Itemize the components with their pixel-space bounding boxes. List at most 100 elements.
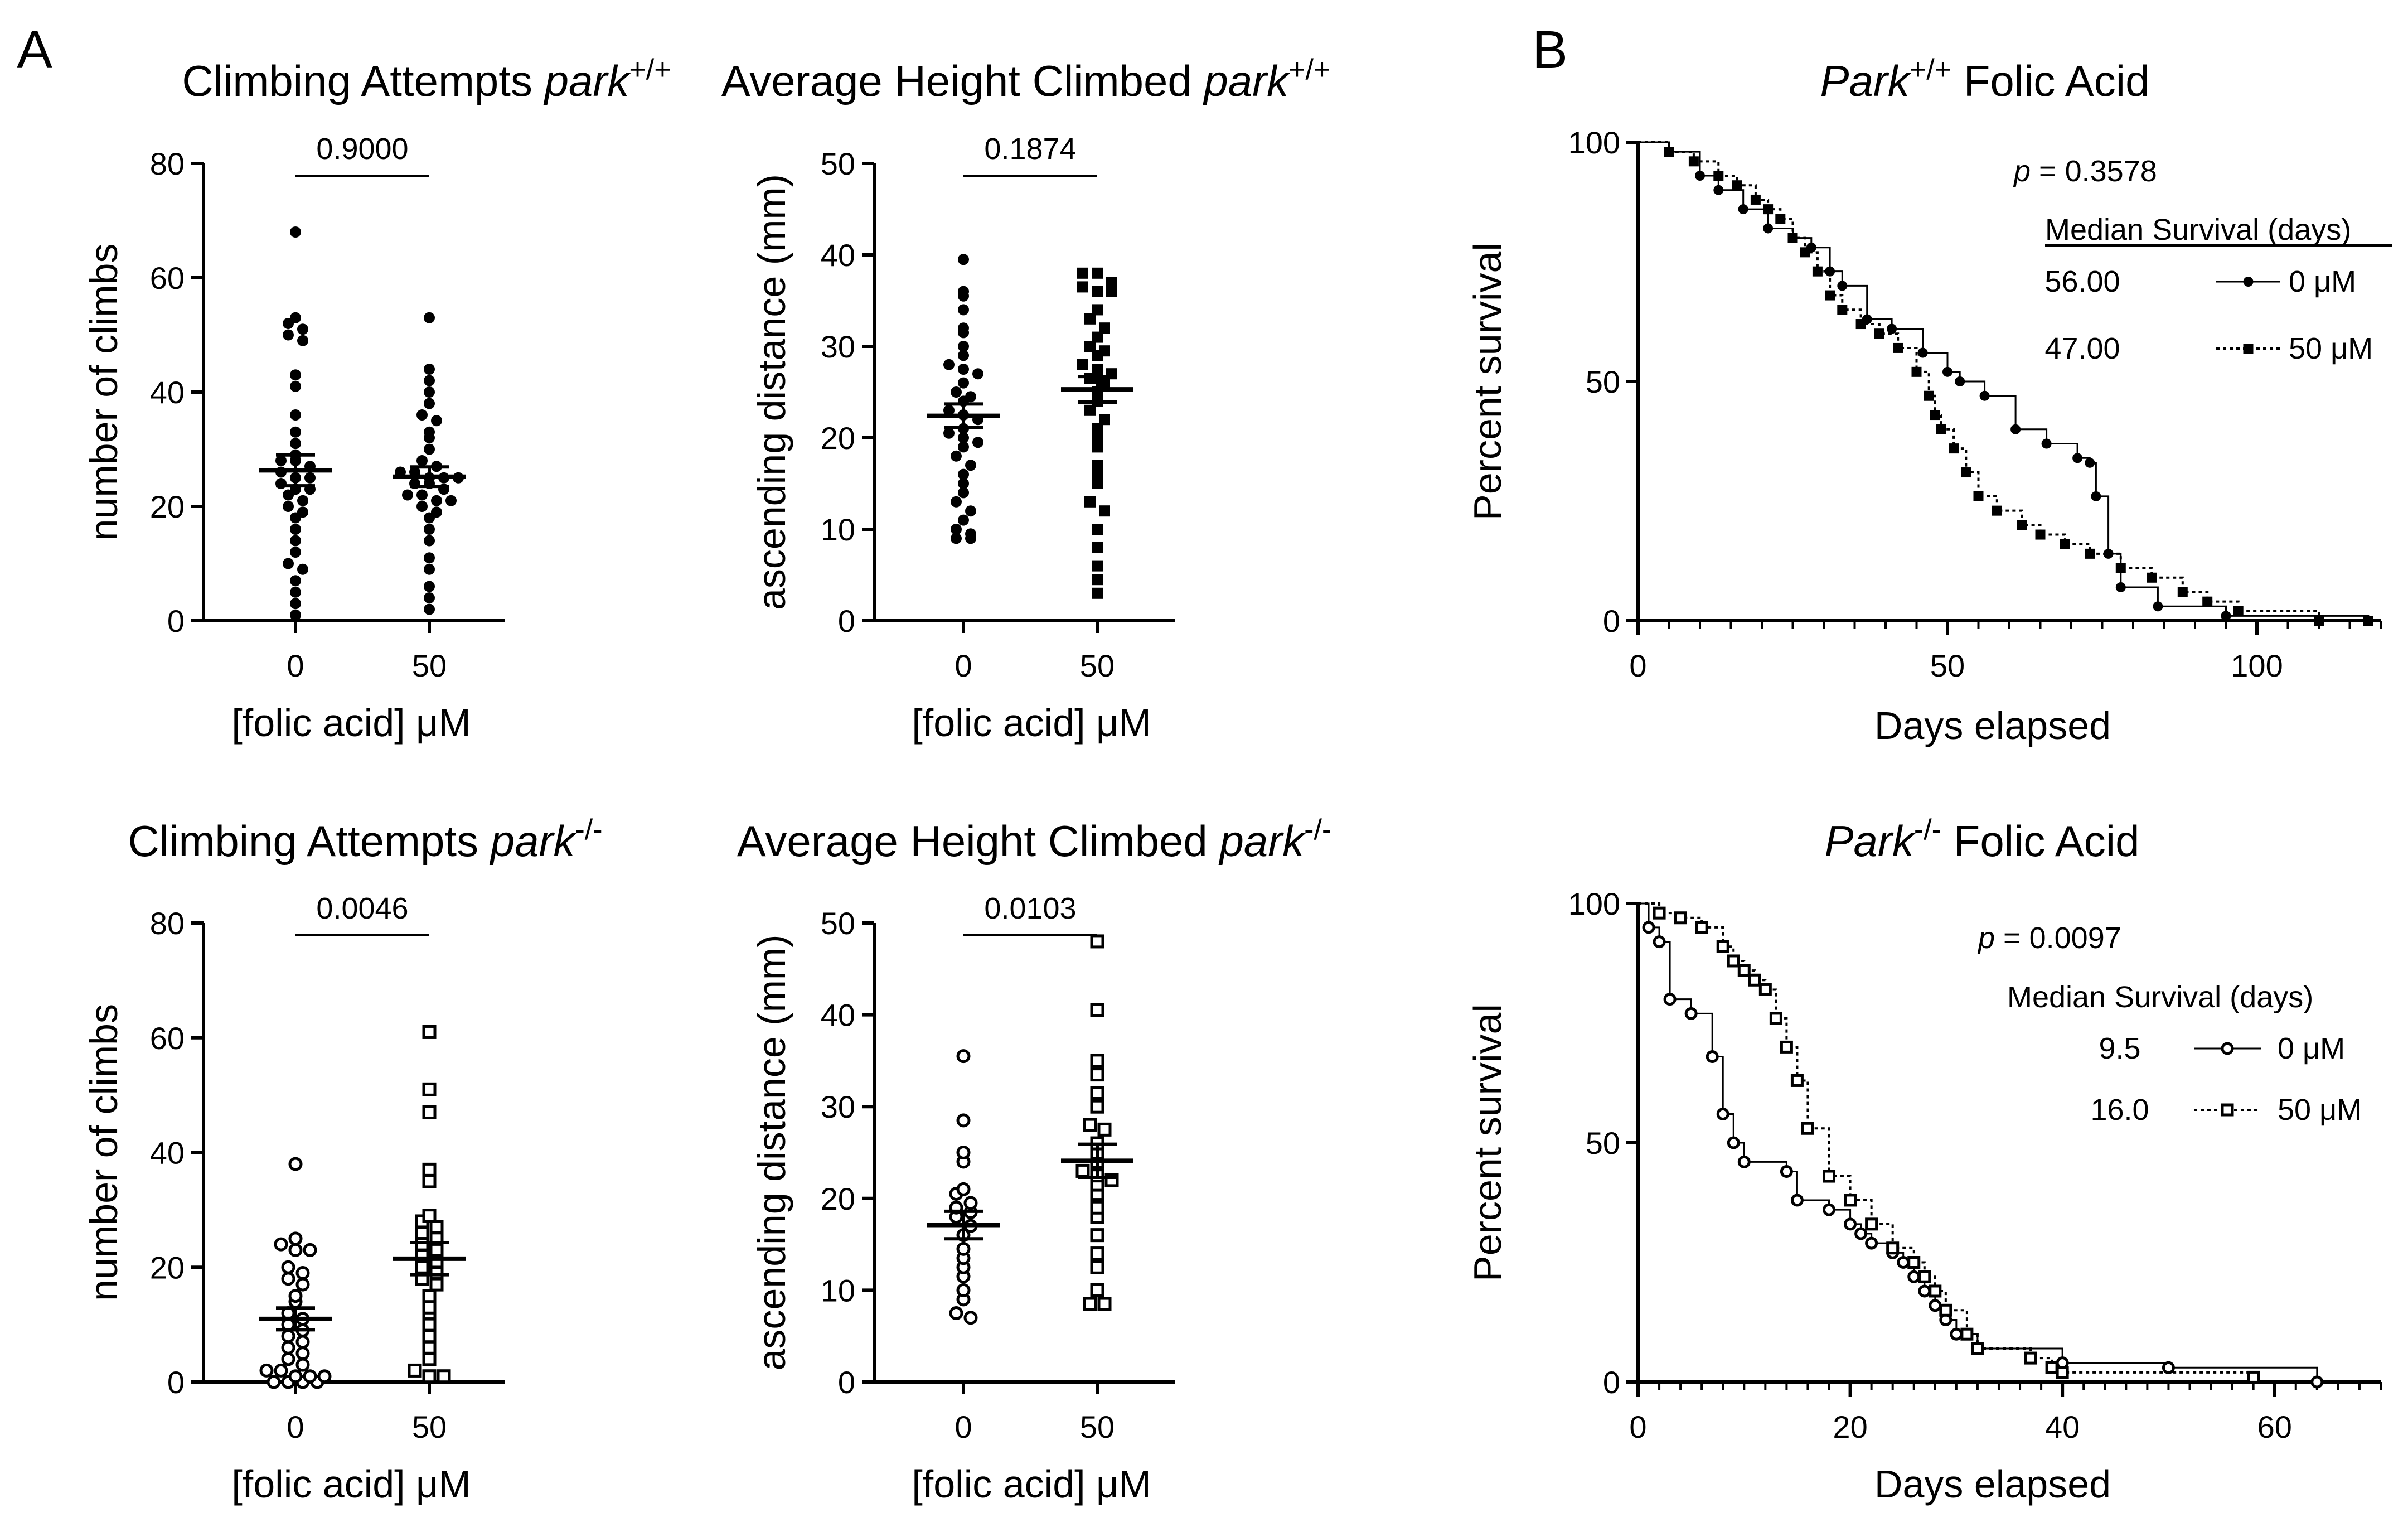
data-point <box>422 1317 437 1332</box>
title-text: Climbing Attempts <box>182 56 544 105</box>
survival-point <box>1917 347 1928 358</box>
data-point <box>958 441 969 453</box>
y-tick-label: 40 <box>150 375 185 410</box>
data-point <box>1092 587 1103 599</box>
title-superscript: +/+ <box>1910 54 1951 86</box>
data-point <box>304 472 316 484</box>
data-point <box>951 496 962 508</box>
survival-point <box>1653 906 1666 920</box>
dot-chart-climb_ko: Climbing Attempts park-/- 0 20 40 60 80 0 50 [fo… <box>82 814 603 1506</box>
survival-point <box>1897 1256 1910 1269</box>
data-point <box>958 341 969 352</box>
data-point <box>956 1049 971 1064</box>
survival-point <box>1787 233 1798 243</box>
x-tick-label: 50 <box>412 1409 447 1444</box>
survival-point <box>2091 491 2101 501</box>
data-point <box>1092 267 1103 279</box>
survival-point <box>1950 1327 1963 1341</box>
data-point <box>424 386 435 398</box>
data-point <box>424 592 435 603</box>
data-point <box>281 1272 295 1286</box>
survival-point <box>1918 1284 1931 1298</box>
survival-point <box>1769 1012 1782 1025</box>
data-point <box>956 1146 971 1159</box>
data-point <box>1077 281 1088 293</box>
data-point <box>965 528 976 540</box>
data-point <box>288 1289 303 1303</box>
survival-point <box>1780 1040 1793 1054</box>
data-point <box>958 377 969 389</box>
data-point <box>422 1340 437 1355</box>
data-point <box>422 1162 437 1177</box>
data-point <box>408 1363 422 1378</box>
survival-point <box>1825 266 1835 277</box>
survival-point <box>1737 1155 1751 1168</box>
data-point <box>290 535 301 547</box>
data-point <box>958 254 969 265</box>
data-point <box>415 1226 429 1240</box>
survival-point <box>2045 1361 2058 1374</box>
data-point <box>1075 1163 1090 1178</box>
data-point <box>429 1243 444 1257</box>
legend-header: Median Survival (days) <box>2007 980 2313 1014</box>
data-point <box>297 495 308 506</box>
survival-point <box>1844 1194 1857 1207</box>
survival-point <box>2162 1361 2175 1374</box>
legend-median: 56.00 <box>2044 265 2120 298</box>
data-point <box>1090 1003 1104 1017</box>
data-point <box>1097 1122 1112 1137</box>
survival-point <box>1664 147 1674 157</box>
p-value: 0.9000 <box>316 132 408 166</box>
x-tick-label: 0 <box>287 648 304 683</box>
data-point <box>290 438 301 450</box>
x-axis-label: [folic acid] μM <box>231 1462 471 1506</box>
survival-point <box>1886 1241 1900 1255</box>
x-tick-label: 100 <box>2231 648 2283 683</box>
survival-point <box>2247 1370 2260 1384</box>
survival-point <box>2017 520 2027 530</box>
y-tick-label: 40 <box>150 1136 185 1171</box>
data-point <box>958 487 969 499</box>
data-point <box>424 603 435 615</box>
survival-point <box>1955 376 1965 386</box>
survival-point <box>1727 954 1740 968</box>
data-point <box>1092 560 1103 572</box>
p-value: 0.1874 <box>984 132 1076 166</box>
data-point <box>416 455 428 466</box>
x-tick-label: 0 <box>1629 648 1646 683</box>
survival-point <box>1865 1236 1878 1250</box>
y-tick-label: 50 <box>821 906 855 941</box>
x-axis-label: [folic acid] μM <box>912 701 1151 745</box>
data-point <box>1090 1086 1104 1100</box>
data-point <box>958 286 969 297</box>
y-tick-label: 10 <box>821 1273 855 1308</box>
survival-point <box>1758 983 1772 996</box>
y-tick-label: 20 <box>150 1250 185 1285</box>
survival-point <box>1837 305 1848 315</box>
data-point <box>290 609 301 621</box>
survival-point <box>1887 323 1897 334</box>
survival-point <box>1780 1165 1793 1178</box>
title-text: Folic Acid <box>1941 816 2139 866</box>
data-point <box>972 437 983 448</box>
data-point <box>1092 331 1103 343</box>
survival-point <box>2314 616 2324 626</box>
data-point <box>958 364 969 375</box>
survival-point <box>1907 1256 1921 1269</box>
y-tick-label: 100 <box>1568 886 1620 921</box>
data-point <box>422 1174 437 1188</box>
data-point <box>956 1182 971 1196</box>
data-point <box>415 1237 429 1252</box>
data-point <box>274 1237 288 1252</box>
survival-point <box>1812 266 1823 277</box>
chart-title: Climbing Attempts park-/- <box>128 814 602 866</box>
data-point <box>958 350 969 361</box>
data-point <box>290 226 301 238</box>
data-point <box>1092 468 1103 480</box>
data-point <box>958 514 969 526</box>
survival-point <box>1775 214 1786 224</box>
survival-point <box>1663 993 1677 1006</box>
survival-point <box>1973 491 1984 501</box>
survival-point <box>1874 328 1884 339</box>
data-point <box>288 1231 303 1246</box>
